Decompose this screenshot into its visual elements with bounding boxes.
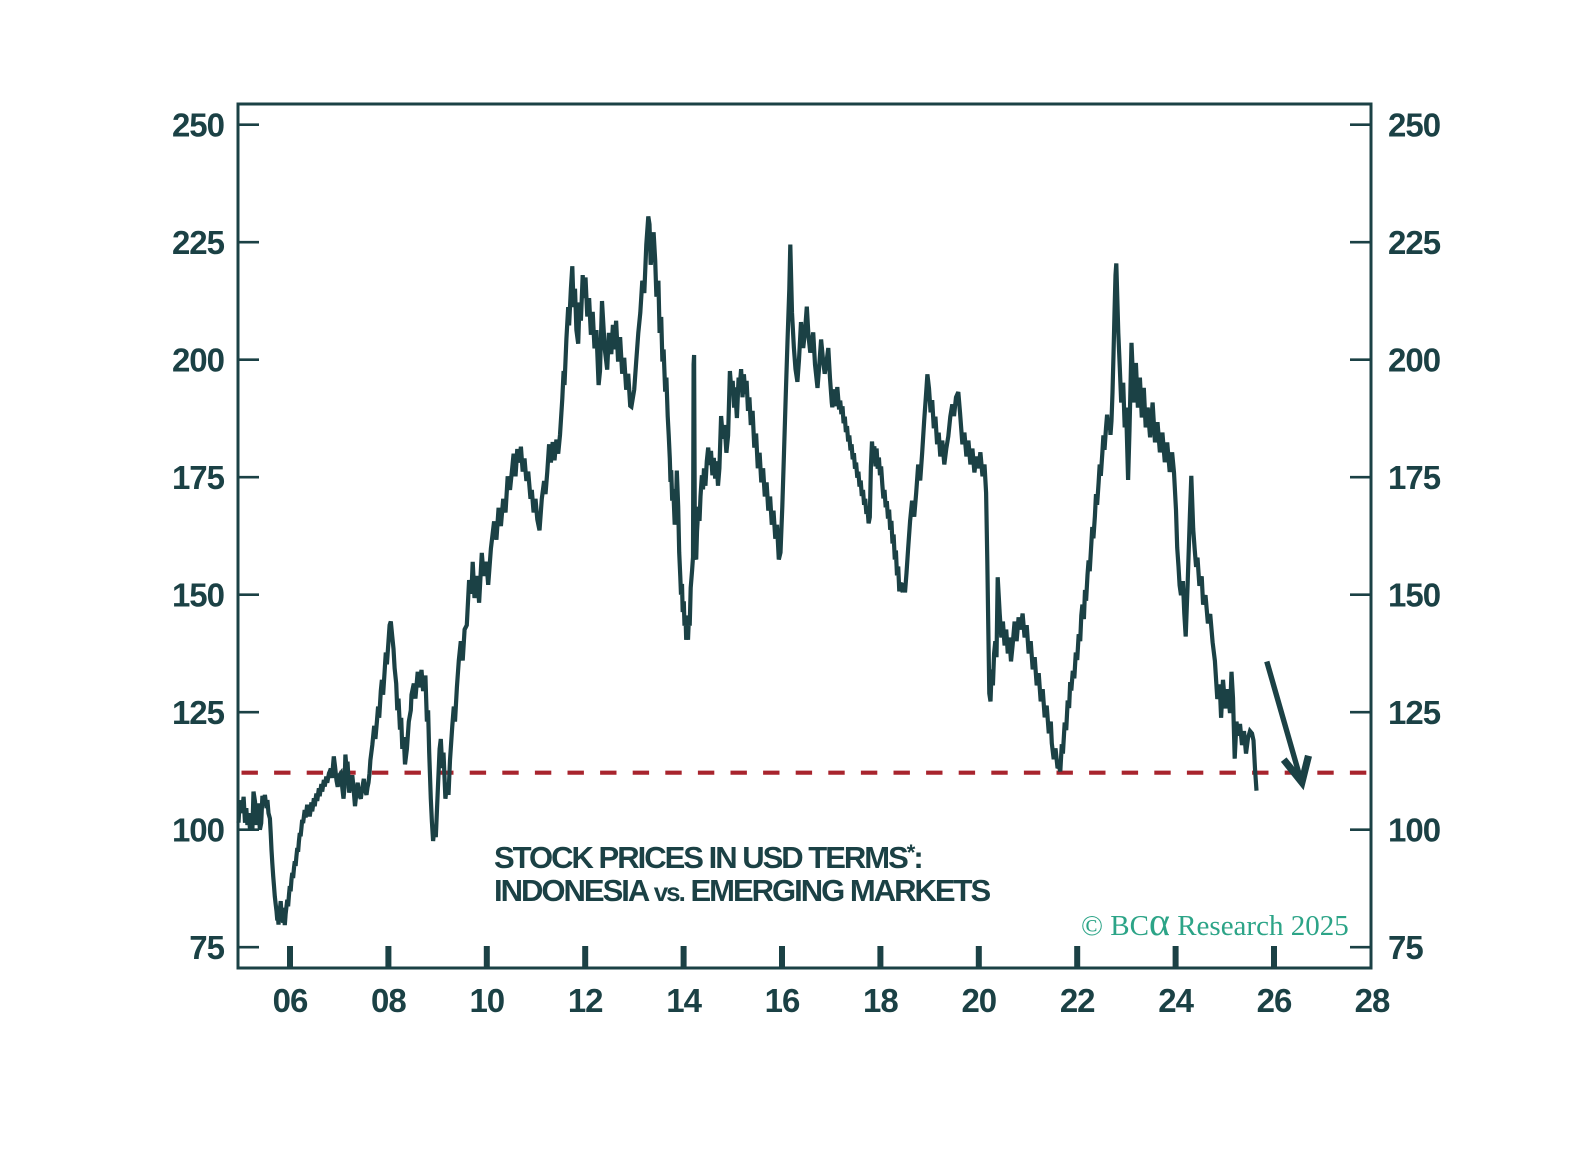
- svg-text:26: 26: [1257, 982, 1292, 1019]
- svg-text:18: 18: [863, 982, 898, 1019]
- svg-text:175: 175: [1388, 459, 1441, 496]
- svg-text:250: 250: [1388, 107, 1440, 144]
- svg-text:225: 225: [1388, 224, 1441, 261]
- svg-text:12: 12: [568, 982, 603, 1019]
- svg-text:16: 16: [765, 982, 800, 1019]
- svg-text:14: 14: [666, 982, 702, 1019]
- svg-text:150: 150: [1388, 577, 1440, 614]
- svg-text:150: 150: [172, 577, 224, 614]
- svg-text:250: 250: [172, 107, 224, 144]
- svg-text:200: 200: [1388, 342, 1440, 379]
- svg-text:10: 10: [469, 982, 504, 1019]
- svg-text:24: 24: [1158, 982, 1194, 1019]
- svg-text:20: 20: [961, 982, 996, 1019]
- svg-text:INDONESIA vs. EMERGING MARKETS: INDONESIA vs. EMERGING MARKETS: [494, 873, 990, 908]
- svg-text:225: 225: [172, 224, 225, 261]
- svg-text:125: 125: [172, 694, 225, 731]
- svg-text:06: 06: [273, 982, 308, 1019]
- svg-text:125: 125: [1388, 694, 1441, 731]
- svg-text:08: 08: [371, 982, 406, 1019]
- svg-text:STOCK PRICES IN USD TERMS*:: STOCK PRICES IN USD TERMS*:: [494, 840, 922, 875]
- svg-text:100: 100: [172, 812, 224, 849]
- svg-text:75: 75: [1388, 929, 1423, 966]
- svg-text:22: 22: [1060, 982, 1095, 1019]
- svg-text:28: 28: [1355, 982, 1390, 1019]
- svg-text:175: 175: [172, 459, 225, 496]
- svg-text:200: 200: [172, 342, 224, 379]
- svg-text:100: 100: [1388, 812, 1440, 849]
- svg-text:75: 75: [189, 929, 224, 966]
